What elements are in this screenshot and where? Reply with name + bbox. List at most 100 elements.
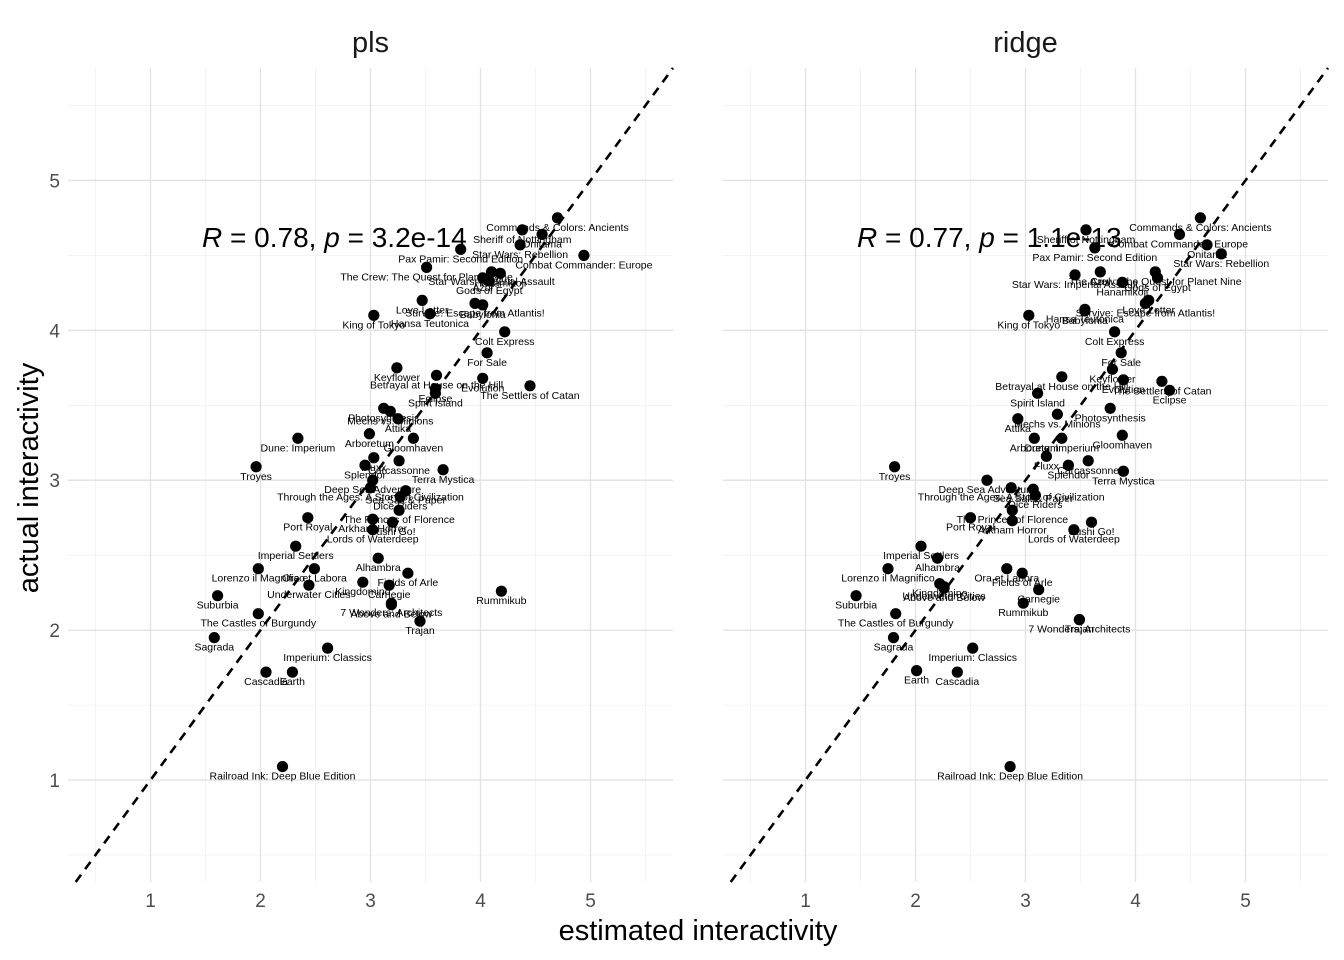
data-point: [407, 432, 419, 444]
data-point: [1164, 384, 1176, 396]
data-point: [1068, 524, 1080, 536]
data-point: [208, 632, 220, 644]
point-label: Dice Riders: [1008, 499, 1062, 511]
p-value: 1.1e-13: [1027, 222, 1122, 253]
point-label: Star Wars: Imperial Assault: [1012, 279, 1138, 291]
point-label: Arboretum: [1010, 442, 1059, 454]
point-label: Gloomhaven: [384, 442, 444, 454]
point-label: Evolution: [1102, 384, 1145, 396]
point-label: Star Wars: Imperial Assault: [428, 276, 554, 288]
point-label: Cascadia: [935, 676, 979, 688]
data-point: [1082, 455, 1094, 467]
point-label: Azul: [1090, 276, 1110, 288]
point-label: Colt Express: [1085, 336, 1145, 348]
point-label: The Princes of Florence: [343, 514, 455, 526]
data-point: [276, 760, 289, 773]
data-point: [964, 512, 977, 524]
data-point: [931, 552, 944, 564]
point-label: Photosynthesis: [348, 412, 419, 424]
point-label: Survive: Escape from Atlantis!: [405, 307, 544, 319]
data-point: [414, 615, 426, 627]
data-point: [368, 452, 380, 464]
point-label: Commands & Colors: Ancients: [486, 222, 628, 234]
data-point: [981, 474, 993, 486]
data-point: [890, 608, 902, 620]
point-label: Star Wars: Rebellion: [1173, 258, 1269, 270]
data-point: [286, 666, 298, 678]
point-label: Above and Below: [903, 592, 985, 604]
point-label: Railroad Ink: Deep Blue Edition: [937, 771, 1083, 783]
data-point: [1028, 432, 1040, 444]
data-point: [1006, 504, 1018, 516]
data-point: [1006, 515, 1018, 527]
separator: ,: [964, 222, 980, 253]
data-point: [889, 461, 901, 473]
point-label: Gloomhaven: [1093, 439, 1153, 451]
point-label: Love Letter: [396, 304, 449, 316]
point-label: Sheriff of Nottingham: [473, 234, 572, 246]
x-tick-label: 4: [1130, 891, 1141, 912]
data-point: [477, 299, 489, 311]
data-point: [391, 362, 403, 374]
point-label: Imperium: Classics: [928, 652, 1017, 664]
data-point: [1051, 408, 1063, 420]
data-point: [364, 482, 377, 494]
point-label: Rummikub: [476, 595, 526, 607]
point-label: The Crew: The Quest for Planet Nine: [1069, 276, 1242, 288]
data-point: [394, 491, 406, 503]
point-label: Sagrada: [194, 642, 234, 654]
x-tick-label: 1: [800, 891, 811, 912]
point-label: The Princes of Florence: [957, 514, 1069, 526]
point-label: Troyes: [879, 471, 911, 483]
equals-sign: =: [222, 222, 254, 253]
data-point: [368, 309, 380, 321]
data-point: [536, 228, 548, 240]
point-label: Betrayal at House on the Hill: [995, 381, 1128, 393]
equals-sign: =: [877, 222, 909, 253]
point-label: Lords of Waterdeep: [1028, 534, 1120, 546]
point-label: Evolution: [461, 382, 504, 394]
point-label: Imperial Settlers: [883, 550, 959, 562]
data-point: [1029, 489, 1041, 501]
data-point: [485, 266, 498, 278]
data-point: [524, 380, 536, 392]
point-label: The Crew: The Quest for Planet Nine: [340, 271, 513, 283]
facet-panel-pls: 1 2 3 4 5 pls Commands & Colors: AncientsSheri…: [68, 27, 675, 912]
data-point: [424, 308, 436, 320]
data-point: [499, 326, 511, 338]
data-point: [1023, 309, 1035, 321]
point-label: Eclipse: [1153, 394, 1187, 406]
data-point: [1001, 563, 1013, 575]
p-symbol: p: [323, 222, 340, 253]
point-label: Carcassonne: [1057, 465, 1119, 477]
data-point: [495, 585, 507, 597]
data-point: [252, 563, 264, 575]
point-label: Through the Ages: A Story of Civilizatio…: [918, 492, 1105, 504]
data-point: [1079, 305, 1091, 317]
data-point: [1139, 297, 1151, 309]
point-label: Babylonia: [460, 309, 506, 321]
data-point: [393, 455, 405, 467]
x-tick-label: 5: [1240, 891, 1251, 912]
y-tick-label: 3: [49, 471, 60, 492]
point-label: Railroad Ink: Deep Blue Edition: [210, 771, 356, 783]
point-label: For Sale: [1101, 357, 1141, 369]
point-label: Terra Mystica: [412, 474, 475, 486]
point-label: Onitama: [1187, 249, 1227, 261]
point-label: Eclipse: [418, 393, 452, 405]
point-label: Rummikub: [998, 607, 1048, 619]
point-label: Imperium: Classics: [283, 652, 372, 664]
data-point: [1033, 584, 1045, 596]
point-label: Spirit Island: [408, 397, 463, 409]
data-point: [260, 666, 272, 678]
point-label: Hansa Teutonica: [391, 318, 469, 330]
point-label: Carcassonne: [368, 465, 430, 477]
r-symbol: R: [202, 222, 222, 253]
point-label: Underwater Cities: [267, 589, 350, 601]
identity-reference-line: [729, 67, 1330, 883]
point-label: Betrayal at House on the Hill: [370, 379, 503, 391]
point-label: Keyflower: [1089, 373, 1136, 385]
data-point: [212, 590, 224, 602]
point-label: Sushi Go!: [369, 526, 415, 538]
